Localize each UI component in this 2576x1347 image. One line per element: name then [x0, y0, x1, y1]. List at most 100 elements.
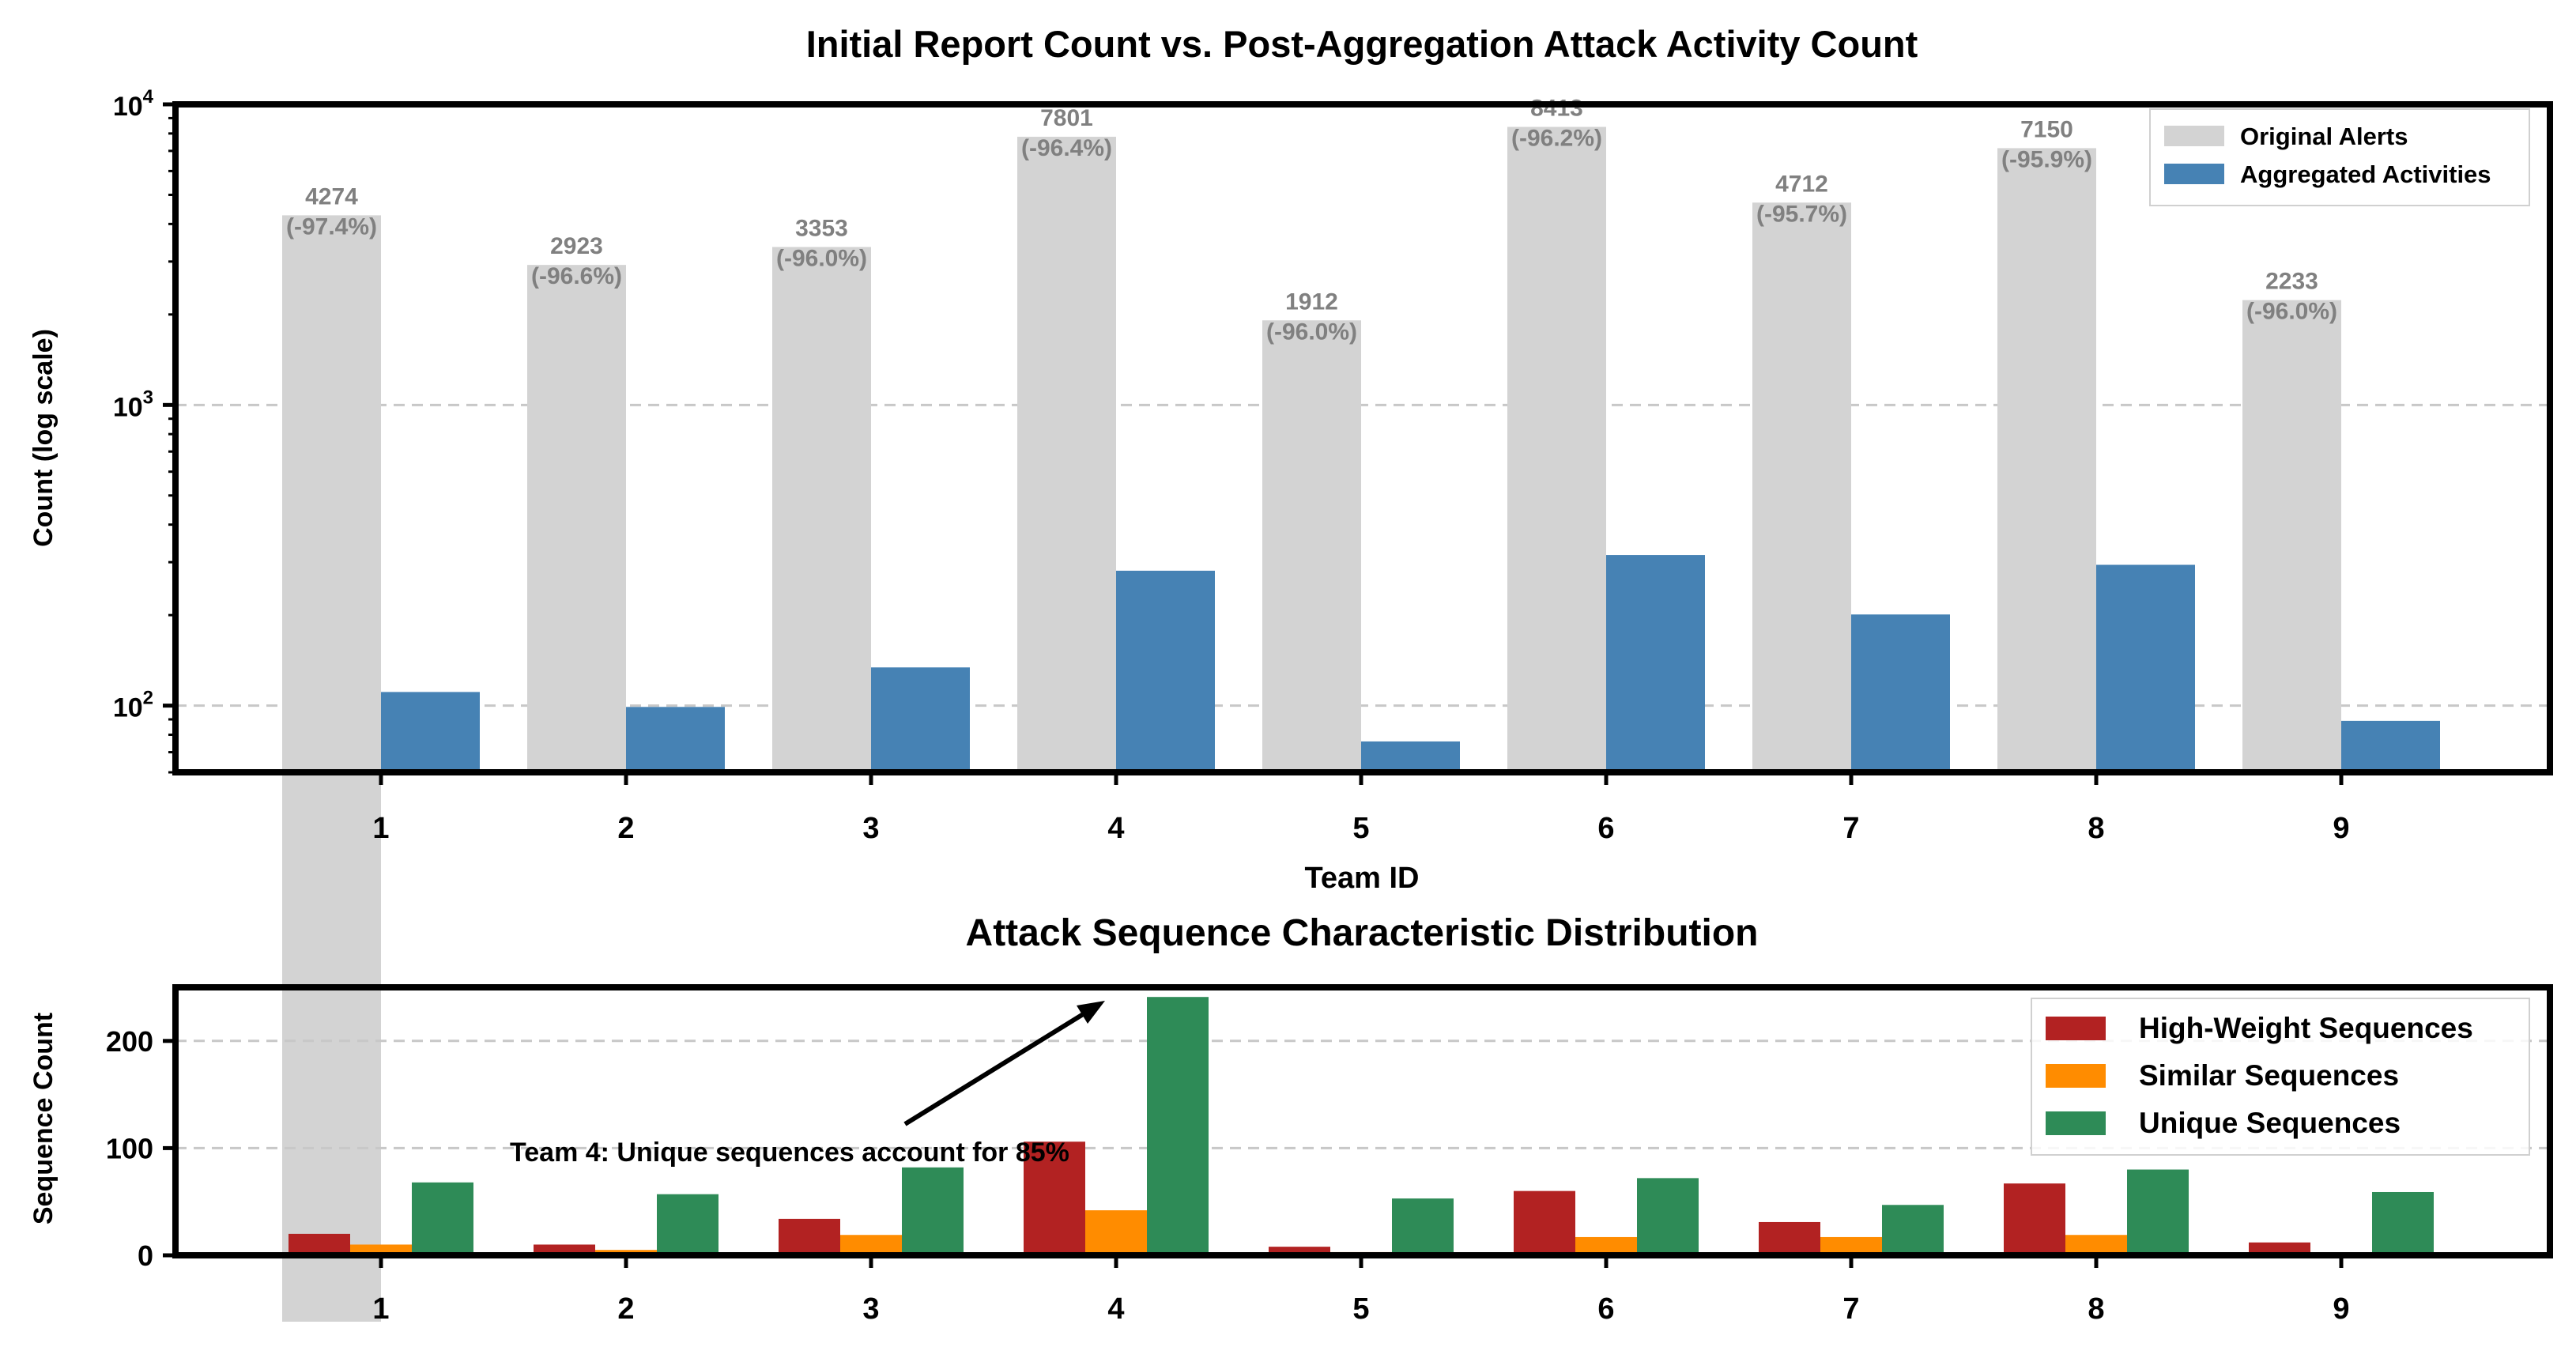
- annotation-arrow-head: [1077, 1001, 1105, 1024]
- top-legend-swatch-aggregated: [2164, 164, 2224, 184]
- top-ytick-label-0: 102: [113, 688, 153, 723]
- top-bar-labels: 4274 (-97.4%) 2923 (-96.6%) 3353 (-96.0%) 7801…: [286, 96, 2337, 345]
- high-weight-sequences-bar-team-7: [1759, 1221, 1820, 1255]
- original-alerts-bar-team-3: [772, 247, 871, 772]
- annotation-text: Team 4: Unique sequences account for 85%: [510, 1138, 1069, 1168]
- bottom-legend-frame: [2031, 998, 2530, 1156]
- unique-sequences-bar-team-5: [1392, 1198, 1454, 1255]
- unique-sequences-bar-team-3: [902, 1167, 964, 1255]
- original-alerts-bar-team-2: [527, 265, 626, 773]
- similar-sequences-bar-team-6: [1575, 1236, 1637, 1255]
- bottom-axes: 0 100 200 1 2 3 4 5 6 7 8 9: [106, 984, 2553, 1326]
- original-alerts-pct-label-team-4: (-96.4%): [1021, 135, 1112, 161]
- aggregated-activities-bar-team-9: [2341, 720, 2440, 772]
- bottom-ytick-label-2: 200: [106, 1025, 153, 1058]
- original-alerts-value-label-team-4: 7801: [1040, 105, 1093, 131]
- original-alerts-value-label-team-2: 2923: [550, 233, 603, 259]
- original-alerts-pct-label-team-3: (-96.0%): [776, 245, 867, 271]
- aggregated-activities-bar-team-2: [626, 707, 725, 772]
- top-legend: Original Alerts Aggregated Activities: [2149, 108, 2530, 206]
- similar-sequences-bar-team-4: [1085, 1210, 1147, 1255]
- top-xtick-label-4: 4: [1107, 812, 1124, 845]
- bottom-ytick-label-1: 100: [106, 1132, 153, 1164]
- high-weight-sequences-bar-team-3: [779, 1218, 840, 1255]
- unique-sequences-bar-team-9: [2372, 1191, 2434, 1255]
- top-xtick-label-2: 2: [617, 812, 634, 845]
- original-alerts-value-label-team-6: 8413: [1530, 96, 1583, 122]
- aggregated-activities-bar-team-8: [2096, 564, 2195, 772]
- original-alerts-pct-label-team-5: (-96.0%): [1266, 319, 1357, 345]
- bottom-legend-label-unique: Unique Sequences: [2139, 1107, 2401, 1139]
- high-weight-sequences-bar-team-5: [1269, 1247, 1330, 1255]
- top-xlabel: Team ID: [1304, 862, 1419, 895]
- similar-sequences-bar-team-7: [1820, 1236, 1882, 1255]
- bottom-xtick-label-4: 4: [1107, 1292, 1124, 1326]
- original-alerts-bar-team-9: [2242, 300, 2341, 772]
- bottom-gridlines: [175, 1039, 2550, 1149]
- bottom-legend-label-high-weight: High-Weight Sequences: [2139, 1012, 2473, 1044]
- top-xtick-label-1: 1: [372, 812, 389, 845]
- bottom-xtick-label-2: 2: [617, 1292, 634, 1326]
- high-weight-sequences-bar-team-9: [2249, 1242, 2310, 1255]
- unique-sequences-bar-team-8: [2127, 1169, 2189, 1255]
- bottom-chart-title: Attack Sequence Characteristic Distribut…: [966, 912, 1759, 954]
- bottom-bars: [289, 997, 2434, 1255]
- original-alerts-bar-team-6: [1507, 126, 1606, 772]
- aggregated-activities-bar-team-3: [871, 667, 970, 772]
- bottom-legend-swatch-high-weight: [2046, 1017, 2106, 1040]
- high-weight-sequences-bar-team-6: [1514, 1190, 1575, 1255]
- original-alerts-pct-label-team-1: (-97.4%): [286, 213, 377, 240]
- top-legend-label-original: Original Alerts: [2240, 123, 2408, 150]
- original-alerts-value-label-team-5: 1912: [1285, 289, 1338, 315]
- unique-sequences-bar-team-4: [1147, 997, 1209, 1255]
- original-alerts-pct-label-team-6: (-96.2%): [1511, 126, 1602, 152]
- bottom-legend-label-similar: Similar Sequences: [2139, 1059, 2399, 1092]
- top-ytick-label-2: 104: [113, 86, 154, 122]
- top-legend-frame: [2149, 108, 2530, 206]
- bottom-xtick-label-9: 9: [2333, 1292, 2349, 1326]
- bottom-xtick-label-7: 7: [1842, 1292, 1859, 1326]
- bottom-legend-swatch-similar: [2046, 1064, 2106, 1088]
- original-alerts-pct-label-team-9: (-96.0%): [2246, 299, 2337, 325]
- annotation: Team 4: Unique sequences account for 85%: [510, 1001, 1105, 1168]
- bottom-xtick-label-6: 6: [1597, 1292, 1614, 1326]
- top-xtick-label-9: 9: [2333, 812, 2349, 845]
- bottom-ylabel: Sequence Count: [28, 1013, 58, 1224]
- unique-sequences-bar-team-7: [1882, 1205, 1944, 1255]
- top-chart: Initial Report Count vs. Post-Aggregatio…: [28, 23, 2553, 1322]
- bottom-legend-swatch-unique: [2046, 1111, 2106, 1135]
- original-alerts-bar-team-7: [1752, 202, 1851, 773]
- bottom-ytick-label-0: 0: [138, 1239, 153, 1272]
- aggregated-activities-bar-team-5: [1361, 741, 1460, 772]
- original-alerts-bar-team-4: [1017, 137, 1116, 773]
- aggregated-activities-bar-team-4: [1116, 570, 1215, 772]
- unique-sequences-bar-team-6: [1637, 1178, 1699, 1255]
- similar-sequences-bar-team-3: [840, 1235, 902, 1255]
- original-alerts-value-label-team-7: 4712: [1775, 171, 1828, 197]
- bottom-xtick-label-1: 1: [372, 1292, 389, 1326]
- bottom-xtick-label-8: 8: [2088, 1292, 2104, 1326]
- top-xtick-label-5: 5: [1352, 812, 1369, 845]
- unique-sequences-bar-team-1: [412, 1182, 473, 1255]
- high-weight-sequences-bar-team-4: [1024, 1141, 1085, 1255]
- top-xtick-label-7: 7: [1842, 812, 1859, 845]
- original-alerts-bar-team-5: [1262, 320, 1361, 773]
- top-axes: 102 103 104 1 2 3 4 5 6 7 8 9: [113, 86, 2553, 845]
- top-legend-swatch-original: [2164, 126, 2224, 146]
- high-weight-sequences-bar-team-8: [2004, 1183, 2065, 1255]
- unique-sequences-bar-team-2: [657, 1194, 718, 1255]
- top-legend-label-aggregated: Aggregated Activities: [2240, 160, 2491, 188]
- original-alerts-value-label-team-9: 2233: [2265, 269, 2318, 295]
- top-bars: [282, 126, 2440, 1322]
- bottom-xtick-label-3: 3: [862, 1292, 879, 1326]
- similar-sequences-bar-team-8: [2065, 1235, 2127, 1255]
- bottom-xtick-label-5: 5: [1352, 1292, 1369, 1326]
- original-alerts-value-label-team-8: 7150: [2020, 116, 2073, 142]
- top-xtick-label-3: 3: [862, 812, 879, 845]
- top-ytick-label-1: 103: [113, 387, 153, 422]
- aggregated-activities-bar-team-6: [1606, 555, 1705, 772]
- original-alerts-pct-label-team-7: (-95.7%): [1756, 201, 1847, 227]
- annotation-arrow-line: [903, 1007, 1092, 1126]
- aggregated-activities-bar-team-7: [1851, 614, 1950, 772]
